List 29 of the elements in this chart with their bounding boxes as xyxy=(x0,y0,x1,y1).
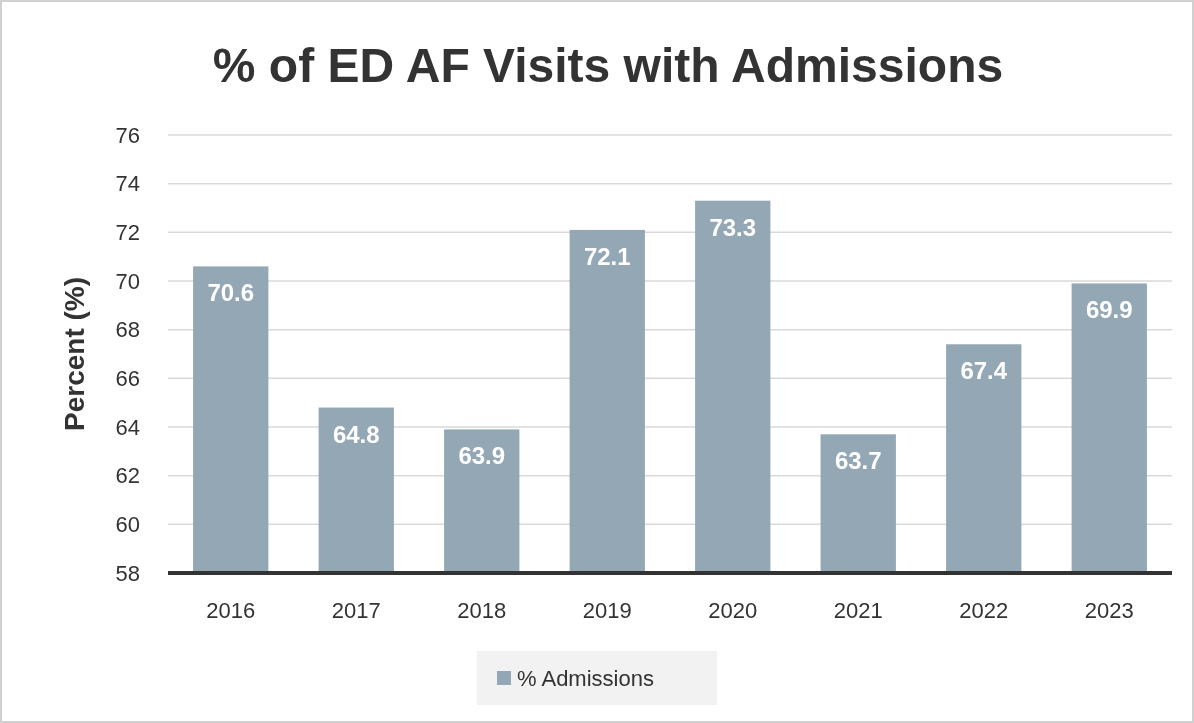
data-label: 63.7 xyxy=(834,447,882,475)
data-label: 67.4 xyxy=(960,357,1008,385)
y-tick-label: 72 xyxy=(115,220,140,246)
data-label: 70.6 xyxy=(207,279,255,307)
x-tick-label: 2021 xyxy=(833,598,883,623)
data-label: 72.1 xyxy=(583,242,631,270)
x-tick-label: 2018 xyxy=(457,598,507,623)
y-tick-label: 70 xyxy=(115,268,140,294)
y-tick-label: 66 xyxy=(115,366,140,392)
chart-title: % of ED AF Visits with Admissions xyxy=(212,39,1004,92)
data-label: 73.3 xyxy=(709,213,757,241)
x-tick-label: 2019 xyxy=(582,598,632,623)
y-tick-label: 62 xyxy=(115,463,140,489)
y-tick-label: 76 xyxy=(115,122,140,148)
x-tick-label: 2023 xyxy=(1084,598,1134,623)
data-label: 63.9 xyxy=(458,442,506,470)
legend-label: % Admissions xyxy=(517,665,654,691)
y-tick-label: 74 xyxy=(115,171,140,197)
x-tick-label: 2016 xyxy=(206,598,256,623)
x-tick-label: 2020 xyxy=(708,598,758,623)
y-axis-title: Percent (%) xyxy=(59,276,90,432)
x-tick-label: 2022 xyxy=(959,598,1009,623)
y-tick-label: 64 xyxy=(115,414,140,440)
y-tick-label: 58 xyxy=(115,560,140,586)
y-tick-label: 60 xyxy=(115,512,140,538)
x-tick-label: 2017 xyxy=(331,598,381,623)
data-label: 64.8 xyxy=(332,420,380,448)
data-label: 69.9 xyxy=(1085,296,1133,324)
y-tick-label: 68 xyxy=(115,317,140,343)
